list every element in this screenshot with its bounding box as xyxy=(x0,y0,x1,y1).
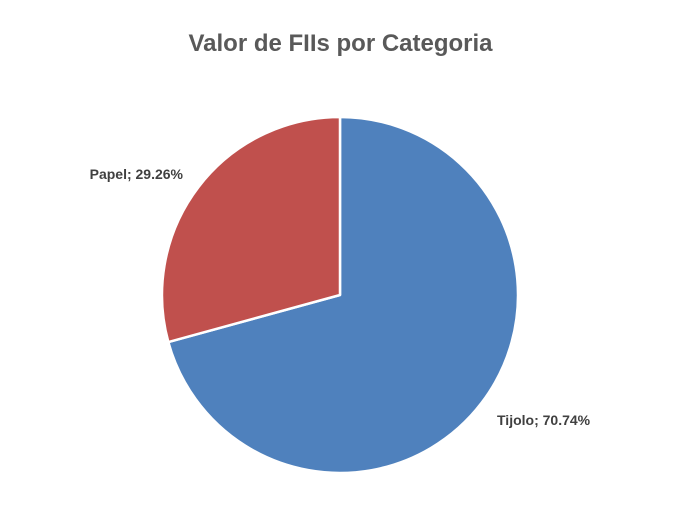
chart-title: Valor de FIIs por Categoria xyxy=(188,30,493,57)
pie-slice-papel xyxy=(160,115,342,344)
pie-slice-tijolo xyxy=(167,115,520,475)
data-label-papel: Papel; 29.26% xyxy=(90,166,184,182)
data-label-tijolo: Tijolo; 70.74% xyxy=(497,412,591,428)
